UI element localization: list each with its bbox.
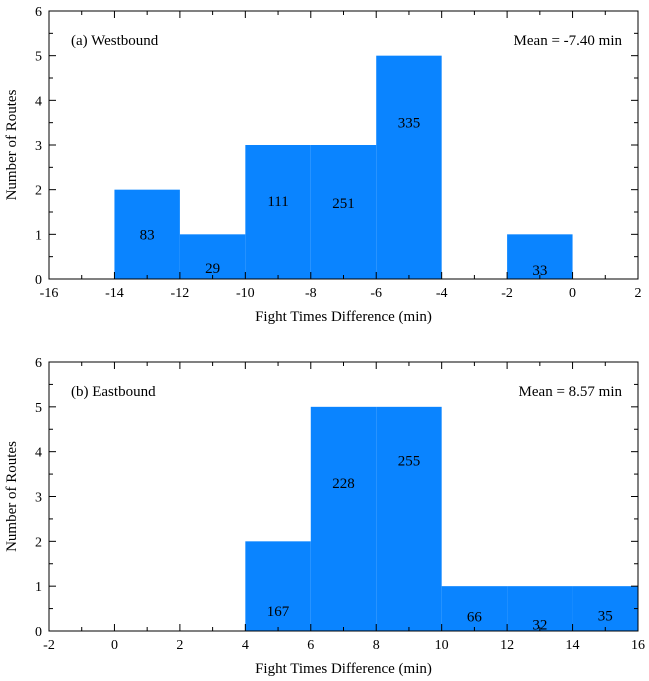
x-tick-label: -14 <box>105 286 124 301</box>
y-axis-label: Number of Routes <box>4 89 20 200</box>
bar-data-label: 35 <box>598 608 613 624</box>
bar-data-label: 251 <box>332 196 355 212</box>
x-tick-label: 6 <box>307 638 314 653</box>
bar-data-label: 167 <box>267 604 290 620</box>
x-tick-label: 16 <box>631 638 645 653</box>
y-tick-label: 1 <box>35 580 42 595</box>
histogram-bar <box>507 586 573 631</box>
y-tick-label: 3 <box>35 139 42 154</box>
bar-data-label: 29 <box>205 261 220 277</box>
y-tick-label: 5 <box>35 50 42 65</box>
y-tick-label: 1 <box>35 228 42 243</box>
x-tick-label: 12 <box>500 638 514 653</box>
histogram-bar <box>245 145 311 279</box>
x-tick-label: 0 <box>569 286 576 301</box>
x-tick-label: -12 <box>171 286 190 301</box>
x-tick-label: -2 <box>43 638 55 653</box>
bar-data-label: 33 <box>532 263 547 279</box>
y-tick-label: 6 <box>35 356 42 371</box>
x-axis-label: Fight Times Difference (min) <box>255 661 432 677</box>
histogram-bar <box>441 586 508 631</box>
mean-label: Mean = 8.57 min <box>519 384 623 400</box>
x-tick-label: -6 <box>370 286 382 301</box>
histogram-bar <box>572 586 638 631</box>
x-tick-label: 14 <box>566 638 580 653</box>
y-tick-label: 2 <box>35 535 42 550</box>
x-tick-label: 0 <box>111 638 118 653</box>
histogram-bar <box>245 541 311 631</box>
bar-data-label: 66 <box>467 610 483 626</box>
y-tick-label: 6 <box>35 5 42 20</box>
histogram-bar <box>507 234 573 279</box>
bar-data-label: 111 <box>267 194 288 210</box>
bar-data-label: 228 <box>332 476 355 492</box>
y-tick-label: 3 <box>35 491 42 506</box>
panel-label: (a) Westbound <box>71 33 159 49</box>
y-tick-label: 0 <box>35 273 42 288</box>
y-tick-label: 2 <box>35 184 42 199</box>
x-tick-label: 8 <box>373 638 380 653</box>
x-tick-label: -8 <box>305 286 317 301</box>
x-tick-label: 4 <box>242 638 249 653</box>
x-tick-label: 10 <box>435 638 449 653</box>
histogram-bar <box>376 55 442 279</box>
x-tick-label: -4 <box>436 286 448 301</box>
bar-data-label: 83 <box>140 227 155 243</box>
x-axis-label: Fight Times Difference (min) <box>255 309 432 325</box>
bar-data-label: 335 <box>398 116 421 132</box>
bar-data-label: 32 <box>532 617 547 633</box>
x-tick-label: -10 <box>236 286 255 301</box>
chart-panel-westbound: -16 -14 -12 -10 -8 -6 -4 -2 0 2 0 1 2 3 4 5 6 83 29 111 251 3… <box>4 5 642 325</box>
x-tick-label: -2 <box>501 286 513 301</box>
panel-label: (b) Eastbound <box>71 384 156 400</box>
x-tick-label: -16 <box>40 286 59 301</box>
y-tick-label: 5 <box>35 401 42 416</box>
histogram-bar <box>310 406 377 631</box>
y-axis-label: Number of Routes <box>4 441 20 552</box>
histogram-bar <box>179 234 246 279</box>
histogram-bar <box>376 406 442 631</box>
y-tick-label: 4 <box>35 446 42 461</box>
mean-label: Mean = -7.40 min <box>514 33 623 49</box>
y-tick-label: 4 <box>35 94 42 109</box>
histogram-bar <box>310 145 377 279</box>
x-tick-label: 2 <box>635 286 642 301</box>
histogram-bar <box>114 189 180 279</box>
bar-data-label: 255 <box>398 454 421 470</box>
x-tick-label: 2 <box>176 638 183 653</box>
y-tick-label: 0 <box>35 625 42 640</box>
